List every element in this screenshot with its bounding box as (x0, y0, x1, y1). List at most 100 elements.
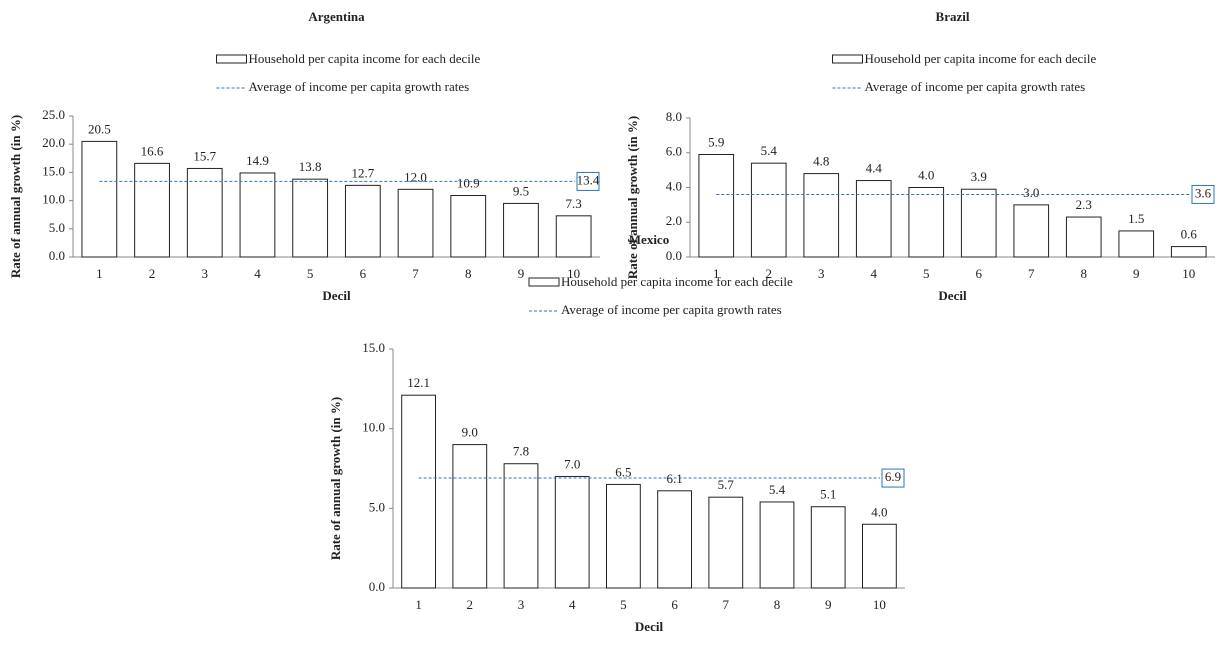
value-label: 20.5 (88, 121, 111, 136)
y-axis-label: Rate of annual growth (in %) (328, 397, 343, 560)
bar (397, 188, 434, 258)
x-tick-label: 5 (620, 597, 627, 612)
x-tick-label: 3 (518, 597, 525, 612)
bar (759, 501, 795, 589)
value-label: 3.9 (971, 169, 987, 184)
bar (344, 184, 381, 258)
value-label: 5.9 (708, 134, 724, 149)
legend-label: Household per capita income for each dec… (249, 51, 481, 66)
bar (708, 496, 744, 589)
bar (134, 162, 170, 258)
y-tick-label: 6.0 (666, 144, 682, 159)
x-tick-label: 4 (254, 266, 261, 281)
x-tick-label: 8 (465, 266, 472, 281)
value-label: 7.8 (513, 444, 529, 459)
value-label: 14.9 (246, 153, 269, 168)
bar (1118, 230, 1155, 258)
y-tick-label: 0.0 (666, 248, 682, 263)
bar (239, 172, 276, 258)
average-label: 6.9 (885, 469, 901, 484)
bar (1170, 246, 1207, 258)
legend-swatch (832, 54, 863, 64)
average-box (881, 468, 905, 488)
y-tick-label: 15.0 (362, 340, 385, 355)
value-label: 9.0 (462, 425, 478, 440)
x-tick-label: 6 (976, 266, 983, 281)
bar (855, 180, 892, 258)
y-tick-label: 5.0 (49, 220, 65, 235)
x-tick-label: 7 (1028, 266, 1035, 281)
average-label: 3.6 (1195, 185, 1212, 200)
x-tick-label: 9 (1133, 266, 1140, 281)
y-tick-label: 25.0 (42, 107, 65, 122)
value-label: 4.8 (813, 154, 829, 169)
x-tick-label: 1 (415, 597, 422, 612)
y-tick-label: 10.0 (42, 192, 65, 207)
x-tick-label: 3 (202, 266, 209, 281)
chart-title: Argentina (308, 9, 365, 24)
bar (1013, 204, 1050, 258)
x-tick-label: 9 (825, 597, 832, 612)
x-tick-label: 8 (1081, 266, 1088, 281)
chart-title: Brazil (936, 9, 970, 24)
y-tick-label: 0.0 (49, 248, 65, 263)
bar (960, 188, 997, 258)
y-tick-label: 0.0 (369, 579, 385, 594)
y-axis-label: Rate of annual growth (in %) (8, 115, 23, 278)
value-label: 4.0 (871, 504, 887, 519)
x-tick-label: 1 (713, 266, 720, 281)
chart-title: Mexico (629, 232, 669, 247)
bar (503, 202, 539, 258)
x-tick-label: 3 (818, 266, 825, 281)
value-label: 5.4 (769, 482, 786, 497)
legend-label: Household per capita income for each dec… (561, 274, 793, 289)
x-tick-label: 5 (307, 266, 314, 281)
x-tick-label: 10 (873, 597, 886, 612)
x-tick-label: 5 (923, 266, 930, 281)
y-axis-label: Rate of annual growth (in %) (625, 116, 640, 279)
y-tick-label: 2.0 (666, 213, 682, 228)
value-label: 15.7 (193, 148, 216, 163)
value-label: 12.1 (407, 375, 430, 390)
bar (810, 506, 846, 589)
average-box (1191, 184, 1215, 204)
x-tick-label: 2 (766, 266, 773, 281)
value-label: 7.3 (566, 196, 582, 211)
bar (81, 140, 118, 258)
y-tick-label: 8.0 (666, 109, 682, 124)
bar (401, 394, 436, 589)
value-label: 9.5 (513, 183, 529, 198)
x-tick-label: 4 (871, 266, 878, 281)
legend-label: Household per capita income for each dec… (865, 51, 1097, 66)
average-box (576, 171, 600, 191)
x-tick-label: 10 (567, 266, 580, 281)
legend-label: Average of income per capita growth rate… (561, 302, 782, 317)
bar (657, 490, 692, 589)
bar (292, 178, 329, 258)
legend-swatch (216, 54, 247, 64)
bar (606, 483, 641, 589)
bar (555, 215, 592, 258)
value-label: 1.5 (1128, 211, 1144, 226)
value-label: 5.1 (820, 487, 836, 502)
y-tick-label: 10.0 (362, 420, 385, 435)
value-label: 12.7 (351, 165, 374, 180)
legend-label: Average of income per capita growth rate… (865, 79, 1086, 94)
x-tick-label: 9 (518, 266, 525, 281)
bar (1065, 216, 1102, 258)
y-tick-label: 4.0 (666, 178, 682, 193)
value-label: 16.6 (141, 143, 164, 158)
y-tick-label: 15.0 (42, 163, 65, 178)
bar (698, 153, 735, 258)
x-tick-label: 4 (569, 597, 576, 612)
x-tick-label: 2 (149, 266, 156, 281)
x-tick-label: 2 (467, 597, 474, 612)
x-tick-label: 7 (412, 266, 419, 281)
value-label: 13.8 (299, 159, 322, 174)
bar (803, 173, 840, 258)
bar (908, 187, 945, 258)
value-label: 4.4 (866, 161, 883, 176)
value-label: 12.0 (404, 169, 427, 184)
x-tick-label: 10 (1182, 266, 1195, 281)
value-label: 2.3 (1076, 197, 1092, 212)
